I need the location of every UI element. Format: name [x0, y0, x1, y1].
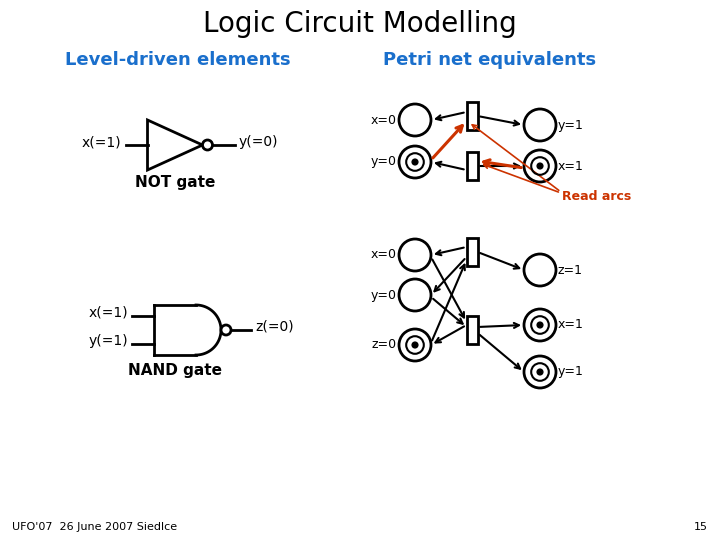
Text: z(=0): z(=0): [255, 320, 294, 334]
Text: y=1: y=1: [558, 118, 584, 132]
Circle shape: [537, 322, 543, 328]
Text: UFO'07  26 June 2007 Siedlce: UFO'07 26 June 2007 Siedlce: [12, 522, 177, 532]
Text: x=1: x=1: [558, 319, 584, 332]
Text: y=1: y=1: [558, 366, 584, 379]
Circle shape: [412, 159, 418, 165]
Circle shape: [399, 329, 431, 361]
Bar: [467, 316, 477, 344]
Text: z=0: z=0: [372, 339, 397, 352]
Text: y=0: y=0: [371, 156, 397, 168]
Circle shape: [399, 239, 431, 271]
Text: Logic Circuit Modelling: Logic Circuit Modelling: [203, 10, 517, 38]
Circle shape: [202, 140, 212, 150]
Circle shape: [412, 342, 418, 348]
Text: Petri net equivalents: Petri net equivalents: [384, 51, 597, 69]
Circle shape: [399, 104, 431, 136]
Text: x(=1): x(=1): [82, 135, 122, 149]
Text: y(=1): y(=1): [89, 334, 128, 348]
Text: x=1: x=1: [558, 159, 584, 172]
Text: y=0: y=0: [371, 288, 397, 301]
Circle shape: [537, 163, 543, 169]
Bar: [467, 238, 477, 266]
Text: x=0: x=0: [371, 248, 397, 261]
Circle shape: [524, 109, 556, 141]
Circle shape: [399, 279, 431, 311]
Text: NOT gate: NOT gate: [135, 176, 215, 191]
Text: x(=1): x(=1): [89, 306, 128, 320]
Circle shape: [399, 146, 431, 178]
Text: 15: 15: [694, 522, 708, 532]
Bar: [467, 102, 477, 130]
Text: z=1: z=1: [558, 264, 583, 276]
Circle shape: [524, 309, 556, 341]
Text: NAND gate: NAND gate: [128, 362, 222, 377]
Circle shape: [524, 254, 556, 286]
Text: Level-driven elements: Level-driven elements: [65, 51, 291, 69]
Bar: [467, 152, 477, 180]
Circle shape: [524, 150, 556, 182]
Circle shape: [524, 356, 556, 388]
Text: y(=0): y(=0): [238, 135, 278, 149]
Circle shape: [537, 369, 543, 375]
Circle shape: [221, 325, 231, 335]
Text: x=0: x=0: [371, 113, 397, 126]
Text: Read arcs: Read arcs: [562, 190, 631, 202]
